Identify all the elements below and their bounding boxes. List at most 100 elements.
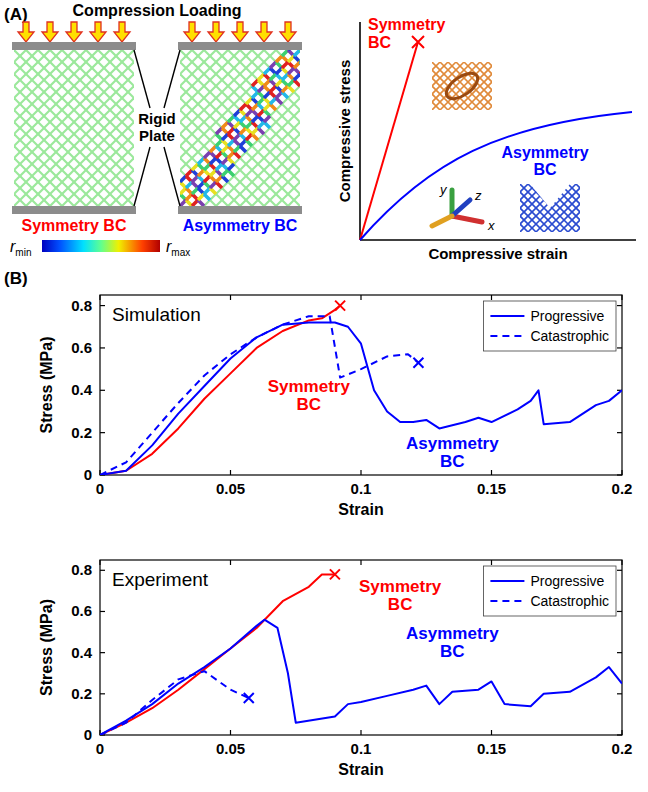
legend-sample	[490, 335, 524, 337]
colored-strut	[276, 98, 282, 104]
colored-strut	[228, 128, 234, 134]
schematic-label-line: Symmetry	[368, 16, 445, 33]
panel-label: (B)	[4, 269, 28, 288]
colorbar-max: rmax	[166, 238, 190, 258]
strut	[432, 62, 456, 110]
schematic-x-label: Compressive strain	[428, 245, 567, 262]
annotation-line: BC	[388, 595, 413, 614]
y-tick-label: 0.6	[71, 339, 92, 356]
strut	[568, 184, 580, 232]
x-tick	[360, 295, 361, 300]
strut	[26, 50, 134, 206]
pointer-line	[134, 50, 150, 108]
lattice	[180, 50, 300, 206]
legend-label: Progressive	[530, 573, 604, 589]
pointer-line	[134, 147, 150, 206]
strut	[480, 62, 492, 110]
strut	[488, 62, 492, 110]
notch	[530, 184, 570, 208]
colored-strut	[228, 164, 234, 170]
load-arrow	[18, 22, 34, 42]
legend-box	[483, 566, 616, 616]
y-tick	[617, 432, 622, 433]
figure: (A)(B)Compression LoadingSymmetry BCAsym…	[0, 0, 648, 792]
y-tick-label: 0	[84, 466, 92, 483]
annotation-line: BC	[297, 395, 322, 414]
x-tick	[230, 470, 231, 475]
chart: 00.050.10.150.200.20.40.60.8StrainStress…	[38, 560, 632, 778]
rigid-plate	[12, 42, 136, 50]
x-tick	[99, 560, 100, 565]
chart-title: Experiment	[112, 569, 209, 590]
strut	[488, 62, 492, 110]
strut	[122, 50, 134, 206]
x-tick	[360, 730, 361, 735]
series-group	[100, 569, 622, 735]
x-tick-label: 0.05	[216, 740, 245, 757]
legend-label: Progressive	[530, 308, 604, 324]
legend-sample	[490, 600, 524, 602]
strut	[74, 50, 134, 206]
y-tick	[617, 611, 622, 612]
colored-strut	[282, 92, 288, 98]
pointer-line	[164, 50, 180, 108]
strut	[432, 62, 472, 110]
strut	[240, 50, 300, 206]
y-tick-label: 0.4	[71, 644, 93, 661]
y-tick	[617, 347, 622, 348]
failure-marker	[413, 358, 423, 368]
inset-axis	[452, 200, 470, 216]
strut	[288, 50, 300, 206]
load-arrow	[114, 22, 130, 42]
strut	[180, 50, 288, 206]
strut	[98, 50, 134, 206]
strut	[288, 50, 300, 206]
annotation-line: Symmetry	[268, 377, 351, 396]
colored-strut	[270, 104, 276, 110]
annotation-line: BC	[440, 452, 465, 471]
x-tick-label: 0	[96, 740, 104, 757]
y-axis-title: Stress (MPa)	[38, 337, 55, 434]
load-arrow	[280, 22, 296, 42]
colorbar-min-sub: min	[15, 247, 31, 258]
x-tick-label: 0.2	[612, 740, 633, 757]
x-tick-label: 0.05	[216, 480, 245, 497]
x-tick	[491, 560, 492, 565]
strut	[568, 184, 580, 232]
schematic-axis	[360, 239, 636, 241]
load-arrow	[90, 22, 106, 42]
y-tick	[100, 432, 105, 433]
legend-sample	[490, 580, 524, 582]
x-tick-label: 0	[96, 480, 104, 497]
strut	[480, 62, 492, 110]
y-tick-label: 0.2	[71, 685, 92, 702]
bc-label: Asymmetry BC	[183, 217, 298, 234]
strut	[252, 50, 300, 206]
diagram-title: Compression Loading	[73, 2, 242, 19]
bc-label: Symmetry BC	[22, 217, 127, 234]
legend: ProgressiveCatastrophic	[483, 566, 616, 616]
colored-strut	[264, 116, 270, 122]
schematic-label-line: BC	[368, 34, 392, 51]
strut	[110, 50, 134, 206]
strut	[576, 184, 580, 232]
strut	[180, 50, 288, 206]
strut	[448, 62, 492, 110]
colorbar-min: rmin	[10, 238, 31, 258]
rigid-plate	[178, 42, 302, 50]
y-tick-label: 0.4	[71, 381, 93, 398]
colored-strut	[240, 128, 246, 134]
x-tick	[621, 560, 622, 565]
plate-label-line: Plate	[139, 127, 175, 144]
colorbar	[42, 240, 160, 252]
x-axis-title: Strain	[338, 501, 383, 518]
strut	[74, 50, 134, 206]
series-line	[100, 671, 249, 735]
inset-axis	[452, 216, 482, 222]
strut	[264, 50, 300, 206]
annotation: SymmetryBC	[268, 377, 351, 414]
y-tick	[617, 693, 622, 694]
rigid-plate	[178, 206, 302, 214]
annotation-line: Symmetry	[359, 577, 442, 596]
inset-axis-label: z	[474, 188, 482, 203]
